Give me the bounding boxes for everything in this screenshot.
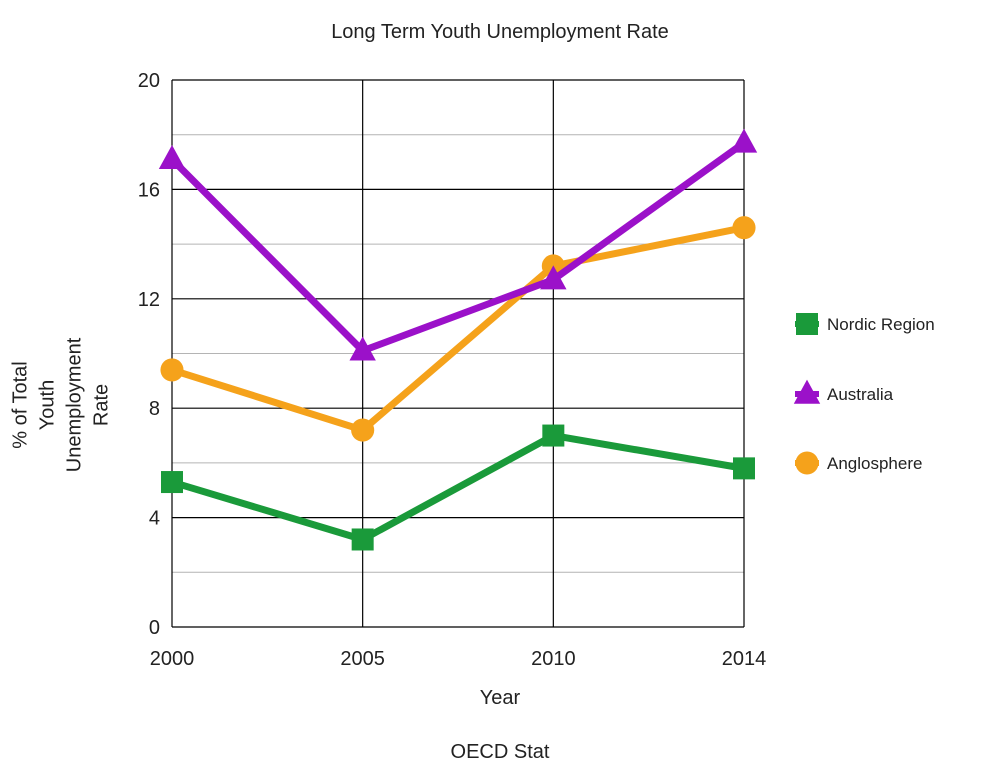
legend-marker xyxy=(795,451,819,475)
legend-item: Nordic Region xyxy=(795,313,935,335)
data-point xyxy=(540,265,567,290)
x-axis-ticks: 2000 2005 2010 2014 xyxy=(150,648,767,670)
legend-item: Australia xyxy=(793,379,894,404)
y-axis-title: % of Total Youth Unemployment Rate xyxy=(10,337,113,472)
legend-marker xyxy=(796,313,818,335)
y-axis-title-line: % of Total xyxy=(10,361,32,448)
source-note: OECD Stat xyxy=(451,741,550,763)
y-axis-title-line: Unemployment xyxy=(64,337,86,472)
x-axis-title: Year xyxy=(480,687,521,709)
series-triangle xyxy=(158,128,758,361)
y-tick-label: 20 xyxy=(138,70,160,92)
series-circle xyxy=(160,216,756,442)
series-square xyxy=(161,424,755,551)
legend-label: Nordic Region xyxy=(827,315,935,334)
x-tick-label: 2000 xyxy=(150,648,195,670)
y-axis-title-line: Rate xyxy=(91,384,113,426)
y-axis-ticks: 0 4 8 12 16 20 xyxy=(138,70,160,639)
grid xyxy=(171,79,745,628)
series-line xyxy=(168,224,748,434)
data-point xyxy=(161,471,183,494)
series-line xyxy=(168,432,748,543)
legend-label: Anglosphere xyxy=(827,454,922,473)
data-point xyxy=(542,424,565,447)
data-point xyxy=(160,358,184,382)
data-point xyxy=(732,216,756,240)
legend-label: Australia xyxy=(827,385,894,404)
legend-item: Anglosphere xyxy=(795,451,922,475)
y-tick-label: 12 xyxy=(138,289,160,311)
data-point xyxy=(730,128,758,153)
legend-marker xyxy=(793,379,821,404)
data-point xyxy=(351,418,375,442)
series-layer xyxy=(158,128,758,551)
y-tick-label: 4 xyxy=(149,508,160,530)
data-point xyxy=(733,457,755,480)
y-tick-label: 16 xyxy=(138,179,160,201)
data-point xyxy=(158,144,186,170)
legend: Nordic Region Australia Anglosphere xyxy=(793,313,935,475)
data-point xyxy=(351,528,374,551)
x-tick-label: 2014 xyxy=(722,648,767,670)
x-tick-label: 2010 xyxy=(531,648,576,670)
series-line xyxy=(168,139,748,355)
y-tick-label: 0 xyxy=(149,617,160,639)
y-tick-label: 8 xyxy=(149,398,160,420)
data-point xyxy=(349,336,376,361)
x-tick-label: 2005 xyxy=(340,648,385,670)
y-axis-title-line: Youth xyxy=(37,380,59,430)
chart-title: Long Term Youth Unemployment Rate xyxy=(331,21,669,43)
